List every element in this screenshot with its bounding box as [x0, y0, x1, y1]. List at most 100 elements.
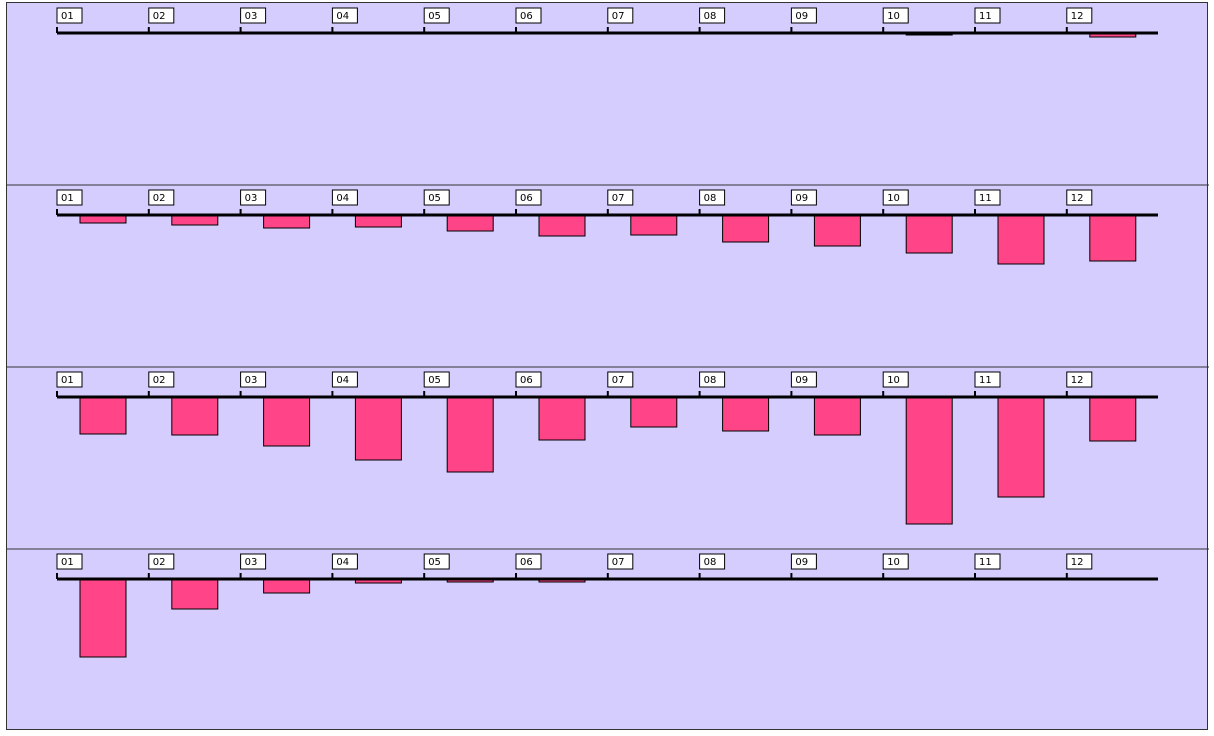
tick-label-box — [882, 553, 909, 570]
tick-label: 11 — [979, 193, 992, 204]
tick-label: 04 — [336, 11, 349, 22]
tick-label: 05 — [428, 375, 441, 386]
tick-label: 12 — [1071, 375, 1084, 386]
tick-label-box — [331, 553, 358, 570]
tick-label-box — [1066, 371, 1093, 388]
bar-2-06 — [538, 214, 586, 237]
tick-label: 06 — [520, 193, 533, 204]
tick-label: 05 — [428, 557, 441, 568]
tick-label: 08 — [704, 11, 717, 22]
tick-label-box — [882, 189, 909, 206]
tick-label: 05 — [428, 11, 441, 22]
tick-label-box — [882, 7, 909, 24]
tick-label-box — [423, 371, 450, 388]
tick-label: 09 — [795, 193, 808, 204]
bar-2-08 — [722, 214, 770, 243]
bar-3-07 — [630, 396, 678, 428]
tick-label: 02 — [153, 193, 166, 204]
tick-label-box — [515, 189, 542, 206]
bar-3-05 — [446, 396, 494, 473]
tick-label: 06 — [520, 557, 533, 568]
panel-4: 01 02 03 04 05 06 07 08 09 10 11 12 — [7, 548, 1209, 658]
bar-3-08 — [722, 396, 770, 432]
tick-label: 02 — [153, 11, 166, 22]
bar-2-03 — [263, 214, 311, 229]
bar-2-05 — [446, 214, 494, 232]
bar-2-09 — [813, 214, 861, 247]
bar-2-04 — [354, 214, 402, 228]
tick-label-box — [974, 371, 1001, 388]
tick-label: 01 — [61, 557, 74, 568]
tick-label-box — [974, 7, 1001, 24]
tick-label: 12 — [1071, 193, 1084, 204]
bar-3-04 — [354, 396, 402, 461]
tick-label-box — [790, 553, 817, 570]
tick-label: 04 — [336, 557, 349, 568]
tick-label-box — [974, 553, 1001, 570]
bar-3-03 — [263, 396, 311, 447]
tick-label: 03 — [245, 375, 258, 386]
bar-3-09 — [813, 396, 861, 436]
tick-label-box — [1066, 189, 1093, 206]
bar-3-01 — [79, 396, 127, 435]
tick-label: 08 — [704, 193, 717, 204]
tick-label-box — [56, 553, 83, 570]
bar-4-01 — [79, 578, 127, 658]
tick-label: 03 — [245, 193, 258, 204]
tick-label: 10 — [887, 193, 900, 204]
bar-3-11 — [997, 396, 1045, 498]
tick-label-box — [423, 189, 450, 206]
tick-label: 01 — [61, 11, 74, 22]
bar-4-02 — [171, 578, 219, 610]
tick-label: 09 — [795, 11, 808, 22]
tick-label: 04 — [336, 193, 349, 204]
tick-label-box — [607, 189, 634, 206]
tick-label: 12 — [1071, 11, 1084, 22]
bar-3-12 — [1089, 396, 1137, 442]
tick-label: 08 — [704, 375, 717, 386]
tick-label-box — [1066, 553, 1093, 570]
tick-label-box — [148, 189, 175, 206]
tick-label: 11 — [979, 11, 992, 22]
tick-label: 09 — [795, 557, 808, 568]
tick-label: 10 — [887, 11, 900, 22]
tick-label-box — [423, 7, 450, 24]
tick-label-box — [699, 189, 726, 206]
tick-label: 03 — [245, 557, 258, 568]
tick-label: 08 — [704, 557, 717, 568]
tick-label: 01 — [61, 375, 74, 386]
tick-label-box — [515, 371, 542, 388]
tick-label: 07 — [612, 375, 625, 386]
bar-3-10 — [905, 396, 953, 525]
tick-label-box — [56, 7, 83, 24]
tick-label-box — [148, 553, 175, 570]
tick-label-box — [699, 553, 726, 570]
bar-4-03 — [263, 578, 311, 594]
tick-label-box — [515, 553, 542, 570]
tick-label: 01 — [61, 193, 74, 204]
tick-label-box — [699, 7, 726, 24]
tick-label: 12 — [1071, 557, 1084, 568]
tick-label-box — [423, 553, 450, 570]
bar-2-11 — [997, 214, 1045, 265]
tick-label: 11 — [979, 375, 992, 386]
tick-label-box — [699, 371, 726, 388]
tick-label-box — [240, 553, 267, 570]
tick-label-box — [607, 553, 634, 570]
panel-3: 01 02 03 04 05 06 07 08 09 10 11 12 — [7, 366, 1209, 525]
tick-label-box — [148, 371, 175, 388]
tick-label-box — [1066, 7, 1093, 24]
tick-label: 07 — [612, 557, 625, 568]
tick-label-box — [515, 7, 542, 24]
tick-label-box — [56, 189, 83, 206]
tick-label-box — [607, 371, 634, 388]
tick-label-box — [607, 7, 634, 24]
tick-label: 05 — [428, 193, 441, 204]
tick-label: 04 — [336, 375, 349, 386]
bar-2-10 — [905, 214, 953, 254]
tick-label-box — [882, 371, 909, 388]
tick-label-box — [974, 189, 1001, 206]
tick-label-box — [240, 189, 267, 206]
bar-2-12 — [1089, 214, 1137, 262]
tick-label: 07 — [612, 11, 625, 22]
